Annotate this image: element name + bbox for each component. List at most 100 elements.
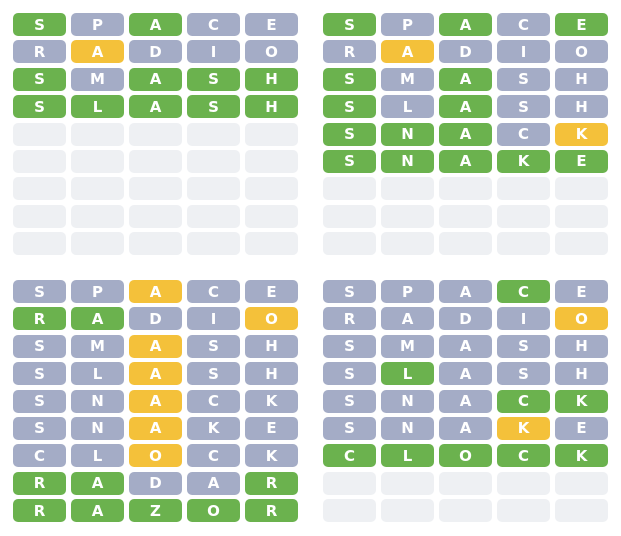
letter-tile-absent: S <box>323 389 376 413</box>
letter-tile-correct: H <box>245 67 298 91</box>
letter-tile-correct: L <box>71 95 124 119</box>
letter-tile-empty <box>187 232 240 256</box>
letter-tile-empty <box>497 471 550 495</box>
letter-tile-correct: S <box>187 67 240 91</box>
letter-tile-absent: C <box>187 13 240 36</box>
letter-tile-absent: N <box>71 389 124 413</box>
letter-tile-absent: C <box>497 13 550 36</box>
letter-tile-absent: H <box>245 362 298 386</box>
letter-tile-correct: C <box>497 280 550 303</box>
letter-tile-correct: A <box>129 67 182 91</box>
letter-tile-empty <box>439 499 492 523</box>
letter-tile-present: K <box>497 416 550 440</box>
letter-tile-absent: I <box>187 307 240 331</box>
letter-tile-absent: S <box>323 334 376 358</box>
letter-tile-present: K <box>555 122 608 146</box>
letter-tile-correct: Z <box>129 499 182 523</box>
letter-tile-empty <box>187 177 240 201</box>
letter-tile-empty <box>439 232 492 256</box>
letter-tile-absent: S <box>13 389 66 413</box>
letter-tile-correct: A <box>439 67 492 91</box>
letter-tile-empty <box>323 177 376 201</box>
letter-tile-correct: N <box>381 149 434 173</box>
letter-tile-absent: A <box>439 389 492 413</box>
letter-tile-absent: A <box>439 416 492 440</box>
letter-tile-empty <box>555 499 608 523</box>
letter-tile-empty <box>245 177 298 201</box>
letter-tile-correct: L <box>381 444 434 468</box>
letter-tile-empty <box>13 177 66 201</box>
letter-tile-empty <box>129 149 182 173</box>
letter-tile-empty <box>245 122 298 146</box>
letter-tile-correct: L <box>381 362 434 386</box>
letter-tile-present: A <box>129 362 182 386</box>
letter-tile-empty <box>187 204 240 228</box>
letter-tile-correct: S <box>323 149 376 173</box>
letter-tile-correct: A <box>439 13 492 36</box>
letter-tile-absent: K <box>187 416 240 440</box>
letter-tile-absent: P <box>381 13 434 36</box>
letter-tile-absent: S <box>497 95 550 119</box>
letter-tile-empty <box>71 149 124 173</box>
empty-row <box>13 204 298 228</box>
letter-tile-empty <box>323 471 376 495</box>
letter-tile-absent: M <box>71 334 124 358</box>
letter-tile-absent: O <box>555 40 608 64</box>
letter-tile-empty <box>381 499 434 523</box>
letter-tile-empty <box>13 122 66 146</box>
letter-tile-absent: D <box>439 40 492 64</box>
letter-tile-empty <box>497 232 550 256</box>
letter-tile-empty <box>381 177 434 201</box>
letter-tile-correct: H <box>245 95 298 119</box>
letter-tile-empty <box>381 471 434 495</box>
letter-tile-absent: E <box>245 13 298 36</box>
empty-row <box>13 149 298 173</box>
letter-tile-absent: D <box>129 307 182 331</box>
letter-tile-absent: P <box>71 13 124 36</box>
letter-tile-absent: R <box>323 307 376 331</box>
letter-tile-absent: I <box>497 307 550 331</box>
letter-tile-correct: A <box>439 122 492 146</box>
letter-tile-correct: A <box>129 13 182 36</box>
letter-tile-empty <box>439 471 492 495</box>
letter-tile-correct: S <box>13 95 66 119</box>
letter-tile-absent: K <box>245 389 298 413</box>
letter-tile-absent: S <box>497 362 550 386</box>
letter-tile-absent: N <box>381 389 434 413</box>
letter-tile-correct: S <box>323 122 376 146</box>
letter-tile-correct: O <box>187 499 240 523</box>
letter-tile-absent: A <box>381 307 434 331</box>
letter-tile-correct: E <box>555 13 608 36</box>
letter-tile-empty <box>497 204 550 228</box>
letter-tile-absent: S <box>13 416 66 440</box>
letter-tile-empty <box>129 232 182 256</box>
letter-tile-correct: K <box>555 389 608 413</box>
letter-tile-absent: S <box>13 362 66 386</box>
empty-row <box>323 177 608 201</box>
letter-tile-empty <box>323 204 376 228</box>
letter-tile-absent: S <box>323 416 376 440</box>
letter-tile-empty <box>439 177 492 201</box>
letter-tile-empty <box>245 149 298 173</box>
empty-row <box>323 232 608 256</box>
letter-tile-empty <box>245 232 298 256</box>
letter-tile-empty <box>129 204 182 228</box>
letter-tile-absent: E <box>555 416 608 440</box>
letter-tile-absent: S <box>497 334 550 358</box>
letter-tile-correct: E <box>555 149 608 173</box>
letter-tile-present: O <box>555 307 608 331</box>
letter-tile-correct: R <box>245 499 298 523</box>
letter-tile-absent: C <box>187 444 240 468</box>
letter-tile-empty <box>187 122 240 146</box>
letter-tile-present: A <box>129 416 182 440</box>
